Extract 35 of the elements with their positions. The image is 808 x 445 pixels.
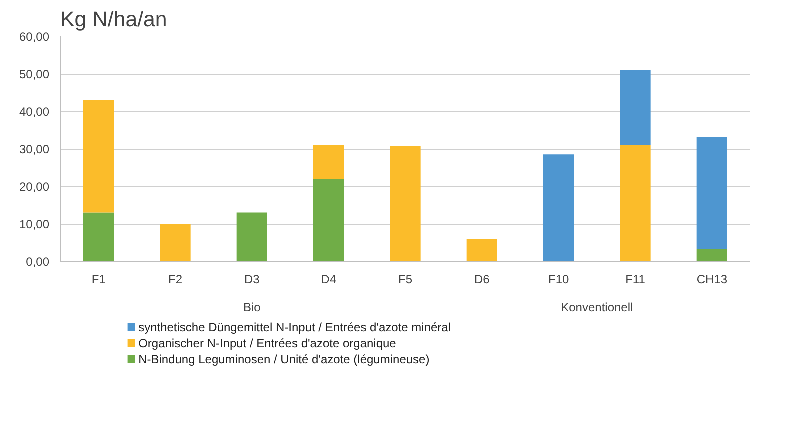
y-tick-label: 30,00 — [19, 142, 50, 156]
x-tick-label: D4 — [321, 272, 337, 286]
y-axis-title: Kg N/ha/an — [60, 8, 168, 32]
bar — [696, 137, 728, 250]
bar — [620, 70, 651, 146]
y-tick-label: 0,00 — [26, 255, 50, 269]
bar — [466, 239, 498, 262]
legend-label: N-Bindung Leguminosen / Unité d'azote (légumineuse) — [138, 352, 430, 366]
legend-label: synthetische Düngemittel N-Input / Entrées d'azote minéral — [138, 320, 452, 334]
text: Bio — [243, 300, 262, 314]
y-tick-label: 60,00 — [19, 30, 50, 44]
bar — [620, 145, 651, 262]
x-tick-label: F1 — [92, 272, 106, 286]
x-tick-label: F2 — [168, 272, 183, 286]
x-tick-label: D3 — [244, 272, 260, 286]
x-tick-label: F5 — [398, 272, 413, 286]
bar — [696, 250, 728, 262]
bar — [314, 145, 344, 179]
bar — [544, 154, 574, 262]
y-tick-label: 20,00 — [19, 180, 50, 194]
bar — [314, 179, 344, 262]
x-tick-label: D6 — [474, 272, 490, 286]
y-tick-label: 40,00 — [19, 105, 50, 119]
x-tick-label: CH13 — [696, 272, 728, 286]
y-tick-label: 50,00 — [19, 68, 50, 82]
x-tick-label: F10 — [548, 272, 570, 286]
x-tick-label: F11 — [626, 272, 646, 286]
legend-label: Organischer N-Input / Entrées d'azote organique — [138, 336, 397, 350]
bar — [160, 224, 191, 262]
y-tick-label: 10,00 — [19, 218, 50, 232]
bar — [84, 100, 114, 213]
bar — [236, 212, 268, 262]
bar — [84, 212, 114, 262]
bar — [390, 146, 421, 262]
text: Konventionell — [561, 300, 634, 314]
